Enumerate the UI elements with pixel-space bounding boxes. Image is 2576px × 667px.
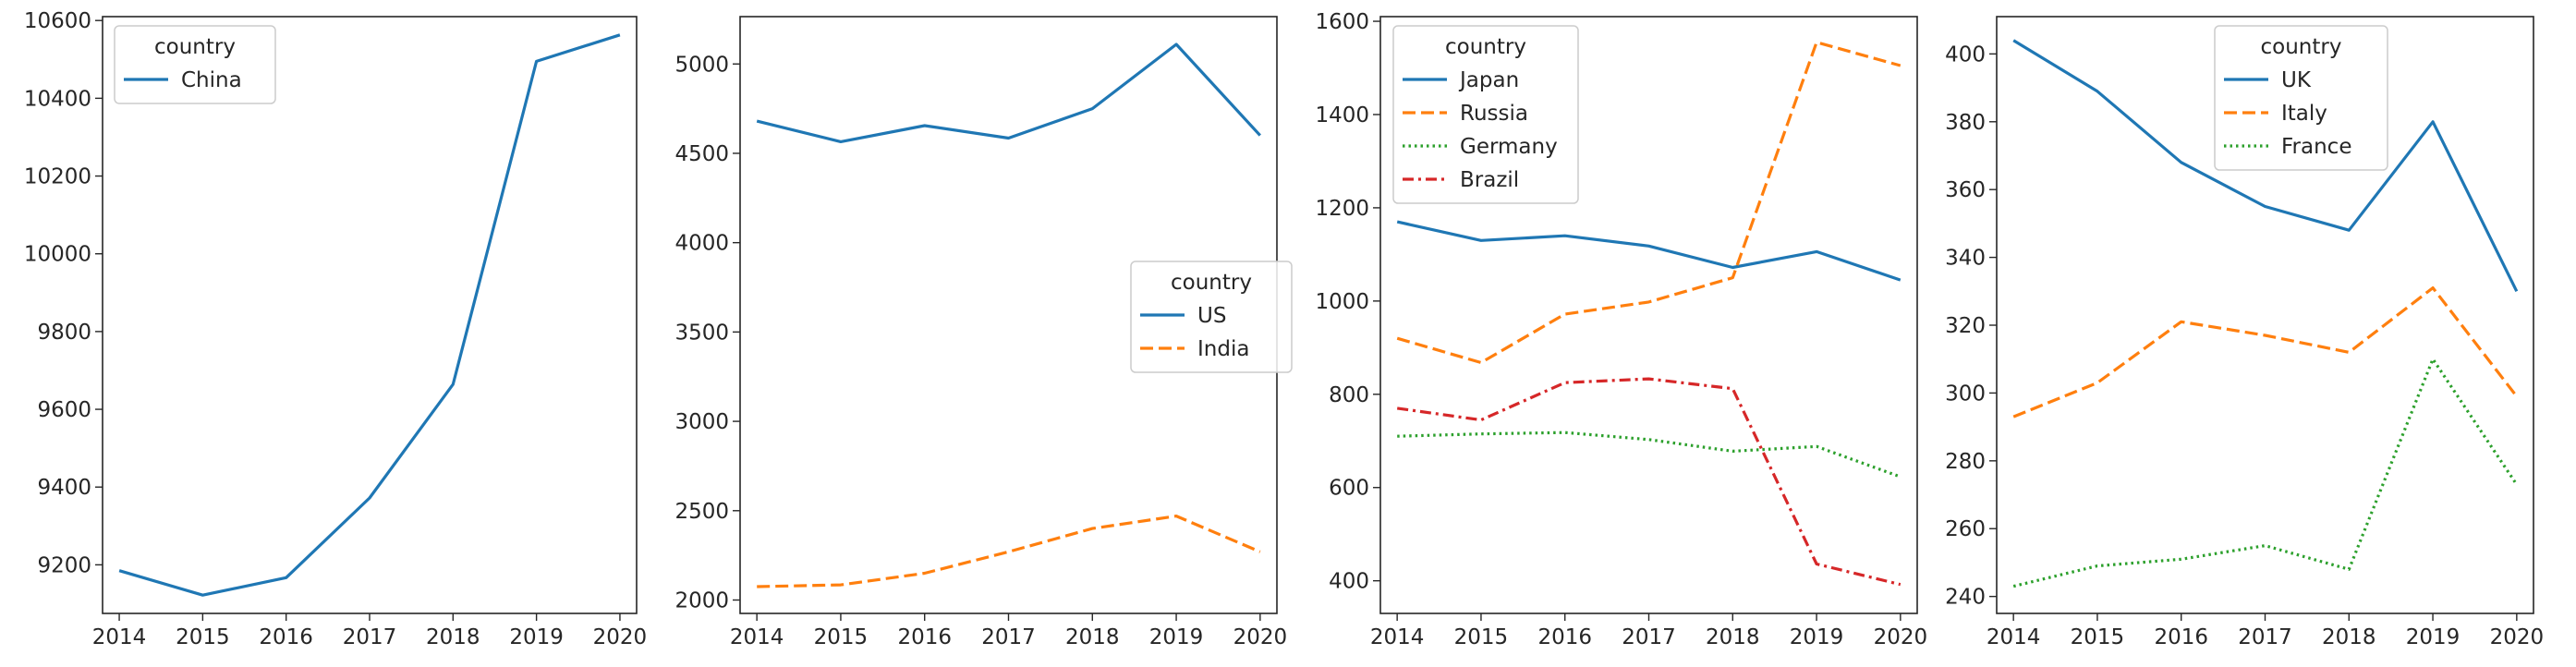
x-tick-label: 2019 xyxy=(1790,625,1844,649)
y-tick-label: 10200 xyxy=(24,165,91,189)
y-tick-label: 3000 xyxy=(674,410,729,434)
x-tick-label: 2018 xyxy=(1706,625,1760,649)
series-line-brazil xyxy=(1396,377,1902,587)
chart-panel-1: 2014 2015 2016 2017 2018 2019 2020 9200 9400 9600… xyxy=(24,9,647,649)
legend-box xyxy=(1130,261,1293,373)
y-tick-label: 9600 xyxy=(37,398,91,422)
y-tick-label: 1000 xyxy=(1315,290,1369,314)
x-tick-label: 2015 xyxy=(1454,625,1509,649)
legend-label-brazil: Brazil xyxy=(1460,168,1519,192)
y-tick-label: 10400 xyxy=(24,87,91,111)
chart-panel-4: 2014 2015 2016 2017 2018 2019 2020 240 260 280 300… xyxy=(1945,16,2545,649)
x-tick-label: 2017 xyxy=(1622,625,1676,649)
legend-label-italy: Italy xyxy=(2281,102,2327,126)
series-line-russia xyxy=(1396,41,1902,365)
legend: country US India xyxy=(1130,261,1293,373)
legend: country UK Italy France xyxy=(2214,25,2388,171)
x-tick-label: 2019 xyxy=(509,625,564,649)
y-tick-label: 320 xyxy=(1945,314,1986,338)
x-tick-label: 2015 xyxy=(176,625,230,649)
x-tick-label: 2017 xyxy=(2238,625,2292,649)
y-tick-label: 300 xyxy=(1945,382,1986,406)
y-tick-label: 4500 xyxy=(674,142,729,166)
x-tick-label: 2016 xyxy=(2154,625,2208,649)
series-line-uk xyxy=(2012,39,2519,293)
y-tick-label: 1600 xyxy=(1315,10,1369,34)
x-tick-label: 2020 xyxy=(2490,625,2545,649)
series-line-italy xyxy=(2012,286,2519,418)
legend-label-uk: UK xyxy=(2281,68,2312,92)
x-tick-label: 2014 xyxy=(1370,625,1425,649)
legend-label-russia: Russia xyxy=(1460,102,1528,126)
x-tick-label: 2014 xyxy=(1987,625,2041,649)
legend: country China xyxy=(114,25,276,104)
series-line-france xyxy=(2012,358,2519,588)
x-tick-label: 2018 xyxy=(1065,625,1120,649)
y-tick-label: 9400 xyxy=(37,476,91,500)
legend: country Japan Russia Germany Brazil xyxy=(1392,25,1579,204)
x-tick-label: 2020 xyxy=(1874,625,1928,649)
y-tick-label: 240 xyxy=(1945,586,1986,610)
x-tick-label: 2018 xyxy=(2322,625,2376,649)
y-tick-label: 2500 xyxy=(674,500,729,524)
y-tick-label: 3500 xyxy=(674,321,729,345)
legend-label-china: China xyxy=(181,68,242,92)
legend-label-germany: Germany xyxy=(1460,135,1558,159)
legend-label-india: India xyxy=(1197,337,1249,361)
x-tick-label: 2020 xyxy=(593,625,648,649)
y-tick-label: 800 xyxy=(1329,383,1369,407)
y-tick-label: 400 xyxy=(1329,570,1369,594)
x-tick-label: 2016 xyxy=(897,625,952,649)
legend-box xyxy=(114,25,276,104)
chart-panel-2: 2014 2015 2016 2017 2018 2019 2020 2000 2500 3000… xyxy=(674,16,1293,649)
legend-title: country xyxy=(2261,35,2342,59)
legend-label-france: France xyxy=(2281,135,2351,159)
y-tick-label: 10600 xyxy=(24,9,91,33)
x-tick-label: 2015 xyxy=(814,625,869,649)
x-tick-label: 2018 xyxy=(426,625,480,649)
y-tick-label: 380 xyxy=(1945,111,1986,135)
series-line-us xyxy=(756,42,1261,143)
x-tick-label: 2015 xyxy=(2071,625,2125,649)
x-tick-label: 2019 xyxy=(2406,625,2461,649)
x-tick-label: 2017 xyxy=(343,625,397,649)
legend-title: country xyxy=(1171,271,1252,295)
y-tick-label: 1200 xyxy=(1315,197,1369,221)
y-tick-label: 9200 xyxy=(37,553,91,577)
series-line-china xyxy=(118,33,621,597)
x-tick-label: 2020 xyxy=(1233,625,1288,649)
legend-title: country xyxy=(154,35,236,59)
series-line-japan xyxy=(1396,220,1902,282)
y-tick-label: 260 xyxy=(1945,517,1986,541)
y-tick-label: 360 xyxy=(1945,178,1986,202)
series-line-germany xyxy=(1397,431,1902,479)
legend-label-us: US xyxy=(1197,304,1226,328)
x-tick-label: 2017 xyxy=(981,625,1036,649)
y-tick-label: 10000 xyxy=(24,243,91,267)
y-tick-label: 400 xyxy=(1945,42,1986,67)
chart-panel-3: 2014 2015 2016 2017 2018 2019 2020 400 600 800 100… xyxy=(1315,10,1927,649)
x-tick-label: 2016 xyxy=(259,625,313,649)
series-line-india xyxy=(757,514,1261,588)
legend-box xyxy=(2214,25,2388,171)
x-tick-label: 2014 xyxy=(92,625,147,649)
x-tick-label: 2019 xyxy=(1149,625,1204,649)
y-tick-label: 5000 xyxy=(674,53,729,77)
legend-title: country xyxy=(1445,35,1526,59)
y-tick-label: 280 xyxy=(1945,450,1986,474)
y-tick-label: 2000 xyxy=(674,588,729,612)
y-tick-label: 1400 xyxy=(1315,103,1369,127)
x-tick-label: 2014 xyxy=(730,625,784,649)
y-tick-label: 340 xyxy=(1945,247,1986,271)
y-tick-label: 9800 xyxy=(37,321,91,345)
plot-frame xyxy=(102,16,638,614)
legend-label-japan: Japan xyxy=(1458,68,1519,92)
y-tick-label: 600 xyxy=(1329,477,1369,501)
y-tick-label: 4000 xyxy=(674,232,729,256)
x-tick-label: 2016 xyxy=(1537,625,1592,649)
legend-box xyxy=(1392,25,1579,204)
